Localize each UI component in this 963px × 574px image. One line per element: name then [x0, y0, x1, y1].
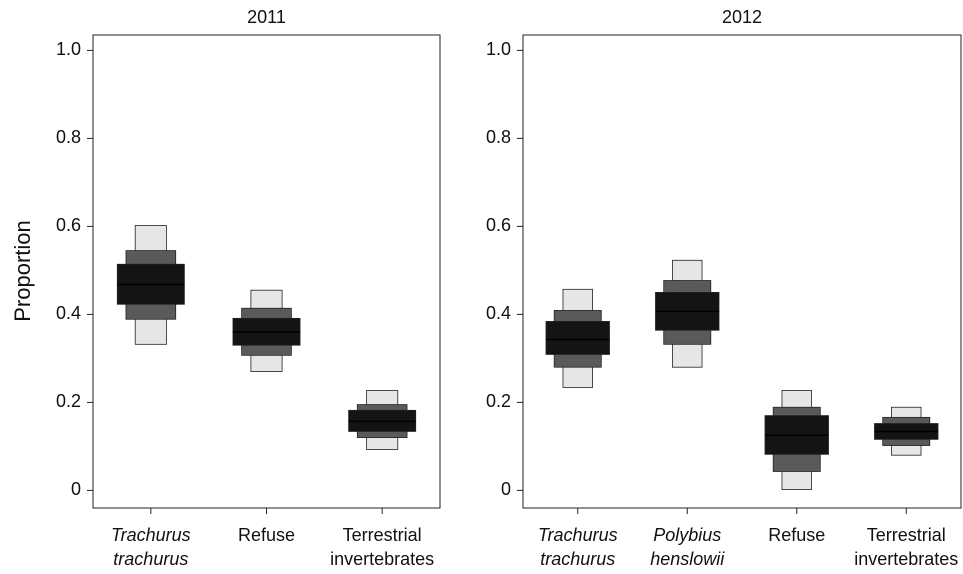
- x-tick-label: trachurus: [113, 549, 188, 569]
- x-tick-label: Refuse: [768, 525, 825, 545]
- y-axis-label: Proportion: [10, 220, 35, 322]
- x-tick-label: Terrestrial: [867, 525, 946, 545]
- x-tick-label: Terrestrial: [343, 525, 422, 545]
- y-tick-label: 0.6: [486, 215, 511, 235]
- y-tick-label: 0.4: [56, 303, 81, 323]
- x-tick-label: invertebrates: [330, 549, 434, 569]
- y-tick-label: 0: [71, 479, 81, 499]
- x-tick-label: Trachurus: [111, 525, 191, 545]
- x-tick-label: henslowii: [650, 549, 725, 569]
- y-tick-label: 1.0: [56, 39, 81, 59]
- y-tick-label: 0: [501, 479, 511, 499]
- y-tick-label: 0.4: [486, 303, 511, 323]
- y-tick-label: 0.8: [486, 127, 511, 147]
- panel-title: 2011: [247, 7, 286, 27]
- y-tick-label: 0.8: [56, 127, 81, 147]
- interval-box: [545, 321, 610, 355]
- x-tick-label: Trachurus: [538, 525, 618, 545]
- y-tick-label: 0.2: [486, 391, 511, 411]
- x-tick-label: invertebrates: [854, 549, 958, 569]
- x-tick-label: trachurus: [540, 549, 615, 569]
- x-tick-label: Polybius: [653, 525, 721, 545]
- y-tick-label: 0.2: [56, 391, 81, 411]
- x-tick-label: Refuse: [238, 525, 295, 545]
- plot-frame: [522, 34, 962, 509]
- panel-title: 2012: [722, 7, 762, 27]
- y-tick-label: 0.6: [56, 215, 81, 235]
- y-tick-label: 1.0: [486, 39, 511, 59]
